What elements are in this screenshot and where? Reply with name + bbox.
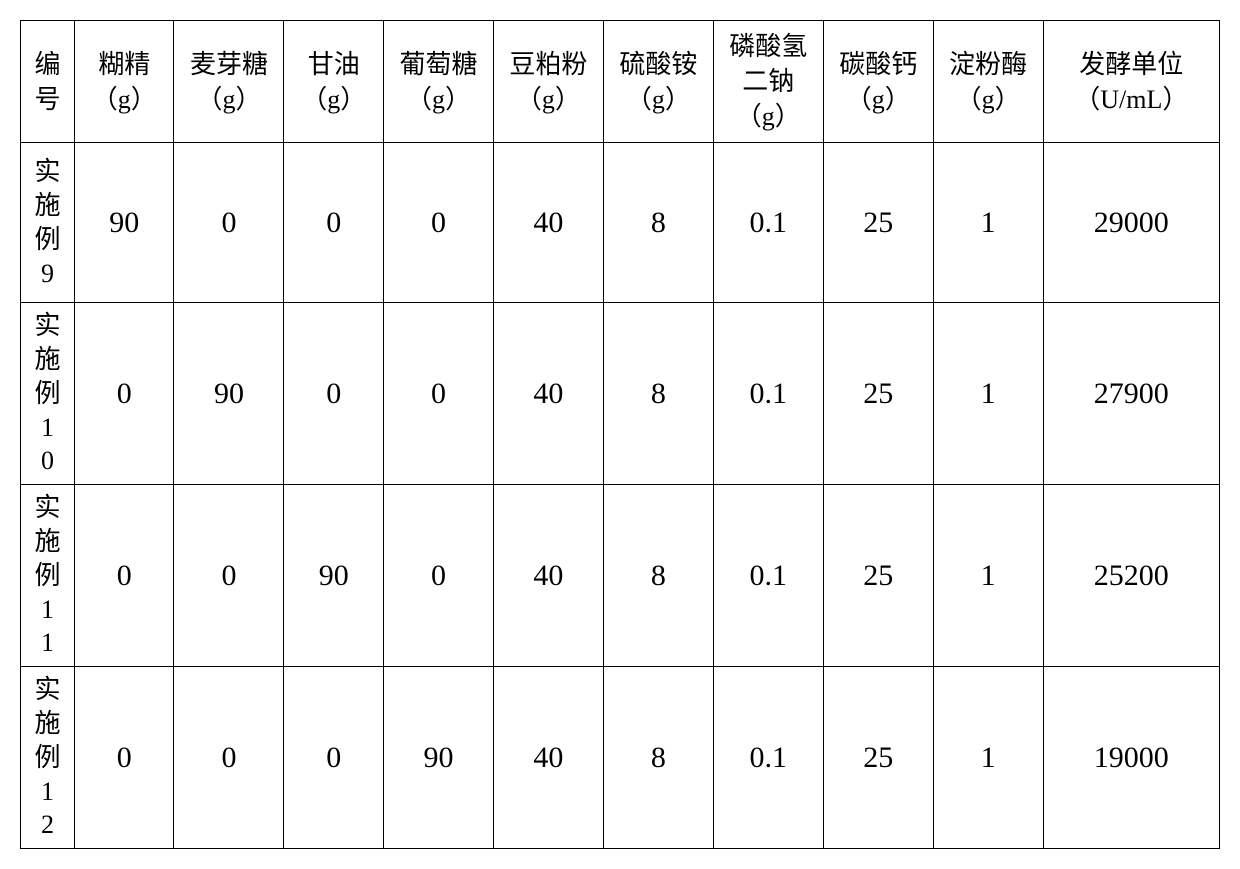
row-label: 实施例11 bbox=[21, 485, 75, 667]
column-header-ammonium-sulfate: 硫酸铵（g） bbox=[603, 21, 713, 143]
cell: 25200 bbox=[1043, 485, 1219, 667]
cell: 0.1 bbox=[713, 303, 823, 485]
cell: 0 bbox=[74, 485, 174, 667]
cell: 1 bbox=[933, 143, 1043, 303]
cell: 8 bbox=[603, 485, 713, 667]
cell: 1 bbox=[933, 485, 1043, 667]
cell: 0 bbox=[74, 667, 174, 849]
cell: 90 bbox=[74, 143, 174, 303]
cell: 8 bbox=[603, 143, 713, 303]
cell: 0 bbox=[284, 667, 384, 849]
data-table: 编号 糊精（g） 麦芽糖（g） 甘油（g） 葡萄糖（g） 豆粕粉（g） 硫酸铵（… bbox=[20, 20, 1220, 849]
cell: 0 bbox=[383, 143, 493, 303]
cell: 0 bbox=[383, 303, 493, 485]
cell: 90 bbox=[284, 485, 384, 667]
cell: 0 bbox=[174, 667, 284, 849]
table-row: 实施例12 0 0 0 90 40 8 0.1 25 1 19000 bbox=[21, 667, 1220, 849]
cell: 0 bbox=[174, 485, 284, 667]
table-header: 编号 糊精（g） 麦芽糖（g） 甘油（g） 葡萄糖（g） 豆粕粉（g） 硫酸铵（… bbox=[21, 21, 1220, 143]
column-header-ferment-unit: 发酵单位（U/mL） bbox=[1043, 21, 1219, 143]
column-header-amylase: 淀粉酶（g） bbox=[933, 21, 1043, 143]
table-row: 实施例9 90 0 0 0 40 8 0.1 25 1 29000 bbox=[21, 143, 1220, 303]
cell: 0 bbox=[74, 303, 174, 485]
cell: 1 bbox=[933, 303, 1043, 485]
cell: 0.1 bbox=[713, 485, 823, 667]
cell: 0 bbox=[174, 143, 284, 303]
table-row: 实施例10 0 90 0 0 40 8 0.1 25 1 27900 bbox=[21, 303, 1220, 485]
row-label: 实施例10 bbox=[21, 303, 75, 485]
row-label: 实施例9 bbox=[21, 143, 75, 303]
column-header-disodium-phosphate: 磷酸氢二钠（g） bbox=[713, 21, 823, 143]
cell: 90 bbox=[383, 667, 493, 849]
cell: 40 bbox=[493, 485, 603, 667]
cell: 0 bbox=[284, 303, 384, 485]
column-header-soybean-meal: 豆粕粉（g） bbox=[493, 21, 603, 143]
cell: 25 bbox=[823, 143, 933, 303]
cell: 0.1 bbox=[713, 143, 823, 303]
cell: 27900 bbox=[1043, 303, 1219, 485]
cell: 40 bbox=[493, 303, 603, 485]
column-header-id: 编号 bbox=[21, 21, 75, 143]
column-header-calcium-carbonate: 碳酸钙（g） bbox=[823, 21, 933, 143]
cell: 1 bbox=[933, 667, 1043, 849]
cell: 29000 bbox=[1043, 143, 1219, 303]
header-row: 编号 糊精（g） 麦芽糖（g） 甘油（g） 葡萄糖（g） 豆粕粉（g） 硫酸铵（… bbox=[21, 21, 1220, 143]
table-row: 实施例11 0 0 90 0 40 8 0.1 25 1 25200 bbox=[21, 485, 1220, 667]
column-header-maltose: 麦芽糖（g） bbox=[174, 21, 284, 143]
table-body: 实施例9 90 0 0 0 40 8 0.1 25 1 29000 实施例10 … bbox=[21, 143, 1220, 849]
cell: 25 bbox=[823, 667, 933, 849]
cell: 0 bbox=[284, 143, 384, 303]
cell: 25 bbox=[823, 485, 933, 667]
cell: 25 bbox=[823, 303, 933, 485]
column-header-dextrin: 糊精（g） bbox=[74, 21, 174, 143]
column-header-glucose: 葡萄糖（g） bbox=[383, 21, 493, 143]
cell: 19000 bbox=[1043, 667, 1219, 849]
column-header-glycerol: 甘油（g） bbox=[284, 21, 384, 143]
row-label: 实施例12 bbox=[21, 667, 75, 849]
cell: 0.1 bbox=[713, 667, 823, 849]
cell: 8 bbox=[603, 667, 713, 849]
cell: 90 bbox=[174, 303, 284, 485]
cell: 8 bbox=[603, 303, 713, 485]
cell: 40 bbox=[493, 143, 603, 303]
cell: 0 bbox=[383, 485, 493, 667]
cell: 40 bbox=[493, 667, 603, 849]
